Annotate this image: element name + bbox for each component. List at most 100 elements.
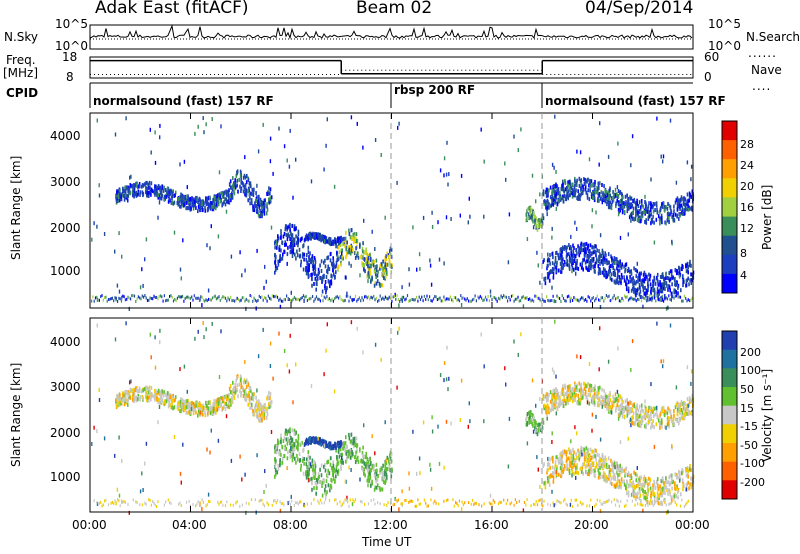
power-cell: [276, 245, 278, 250]
power-cell: [417, 299, 419, 303]
power-cell: [210, 298, 212, 302]
power-cell: [625, 281, 627, 286]
power-cell: [685, 269, 688, 274]
power-cell: [670, 291, 673, 296]
power-cell: [608, 265, 611, 270]
power-cell: [436, 298, 438, 302]
power-cell: [540, 221, 543, 226]
power-cell: [126, 194, 128, 199]
velocity-cell: [206, 404, 208, 408]
velocity-cell: [142, 396, 145, 401]
power-cell: [615, 201, 617, 206]
power-cell: [569, 245, 572, 249]
power-cell: [333, 275, 336, 280]
velocity-cell: [603, 388, 605, 393]
power-cell: [188, 296, 190, 300]
power-cell: [528, 212, 530, 217]
velocity-cell: [551, 406, 553, 411]
power-cell: [430, 299, 432, 303]
power-cell: [439, 296, 441, 300]
power-cell: [575, 298, 578, 302]
power-cell: [379, 266, 381, 271]
velocity-cell: [331, 445, 334, 449]
power-cell: [374, 298, 376, 302]
power-cell: [507, 260, 510, 265]
velocity-cell: [336, 462, 338, 467]
power-cell: [608, 260, 610, 265]
power-cell: [649, 207, 652, 212]
velocity-cell: [369, 472, 371, 477]
velocity-cell: [206, 401, 209, 406]
power-cell: [604, 199, 607, 204]
velocity-cell: [637, 408, 640, 413]
power-cell: [380, 297, 383, 301]
power-cell: [450, 217, 452, 221]
power-cell: [638, 273, 640, 278]
power-cell: [585, 190, 588, 195]
power-cell: [115, 296, 117, 300]
power-cell: [594, 244, 596, 248]
velocity-cell: [673, 413, 675, 418]
power-cell: [682, 283, 684, 288]
velocity-cell: [258, 406, 261, 411]
power-cell: [601, 270, 604, 275]
power-cell: [584, 260, 587, 265]
power-cell: [181, 194, 184, 199]
power-cell: [306, 260, 309, 265]
power-cell: [146, 299, 149, 302]
power-cell: [330, 299, 332, 303]
power-cell: [619, 262, 622, 267]
power-cell: [129, 191, 132, 196]
power-cell: [308, 255, 310, 260]
power-cell: [367, 264, 369, 269]
power-cell: [157, 193, 160, 198]
velocity-cell: [150, 385, 153, 390]
power-cell: [218, 295, 220, 299]
velocity-cell: [248, 396, 251, 401]
velocity-cell: [309, 436, 311, 441]
power-cell: [668, 278, 671, 283]
velocity-cell: [348, 432, 350, 437]
power-cell: [143, 182, 146, 187]
power-cell: [583, 182, 586, 187]
velocity-cell: [368, 470, 371, 475]
power-cell: [207, 196, 210, 201]
power-cell: [684, 207, 687, 212]
power-cell: [632, 210, 634, 215]
power-cell: [363, 263, 365, 268]
velocity-cell: [659, 420, 661, 425]
power-cell: [408, 267, 410, 272]
velocity-cell: [645, 422, 647, 427]
power-cell: [314, 271, 316, 276]
power-cell: [547, 191, 549, 196]
power-cell: [627, 286, 630, 291]
velocity-cell: [374, 485, 377, 490]
velocity-cell: [132, 392, 135, 397]
power-cell: [160, 187, 162, 192]
power-cell: [152, 297, 154, 301]
power-cell: [351, 298, 353, 302]
velocity-cell: [333, 479, 336, 484]
power-cell: [180, 295, 182, 299]
velocity-cell: [311, 468, 314, 473]
power-cell: [116, 190, 118, 195]
power-cell: [636, 218, 639, 223]
power-cell: [665, 221, 667, 226]
power-cell: [682, 197, 684, 202]
velocity-cell: [667, 416, 670, 421]
power-cell: [171, 295, 173, 299]
power-cell: [591, 193, 594, 198]
velocity-cell: [220, 396, 222, 400]
velocity-cell: [614, 397, 616, 402]
velocity-cell: [191, 401, 193, 406]
power-cell: [633, 216, 635, 221]
power-cell: [666, 283, 668, 288]
power-cell: [362, 298, 364, 302]
power-cell: [227, 296, 229, 300]
velocity-cell: [649, 411, 652, 416]
power-cell: [447, 182, 449, 187]
velocity-cell: [320, 439, 322, 444]
velocity-cell: [584, 392, 587, 397]
power-cell: [412, 225, 414, 230]
velocity-cell: [303, 461, 305, 466]
